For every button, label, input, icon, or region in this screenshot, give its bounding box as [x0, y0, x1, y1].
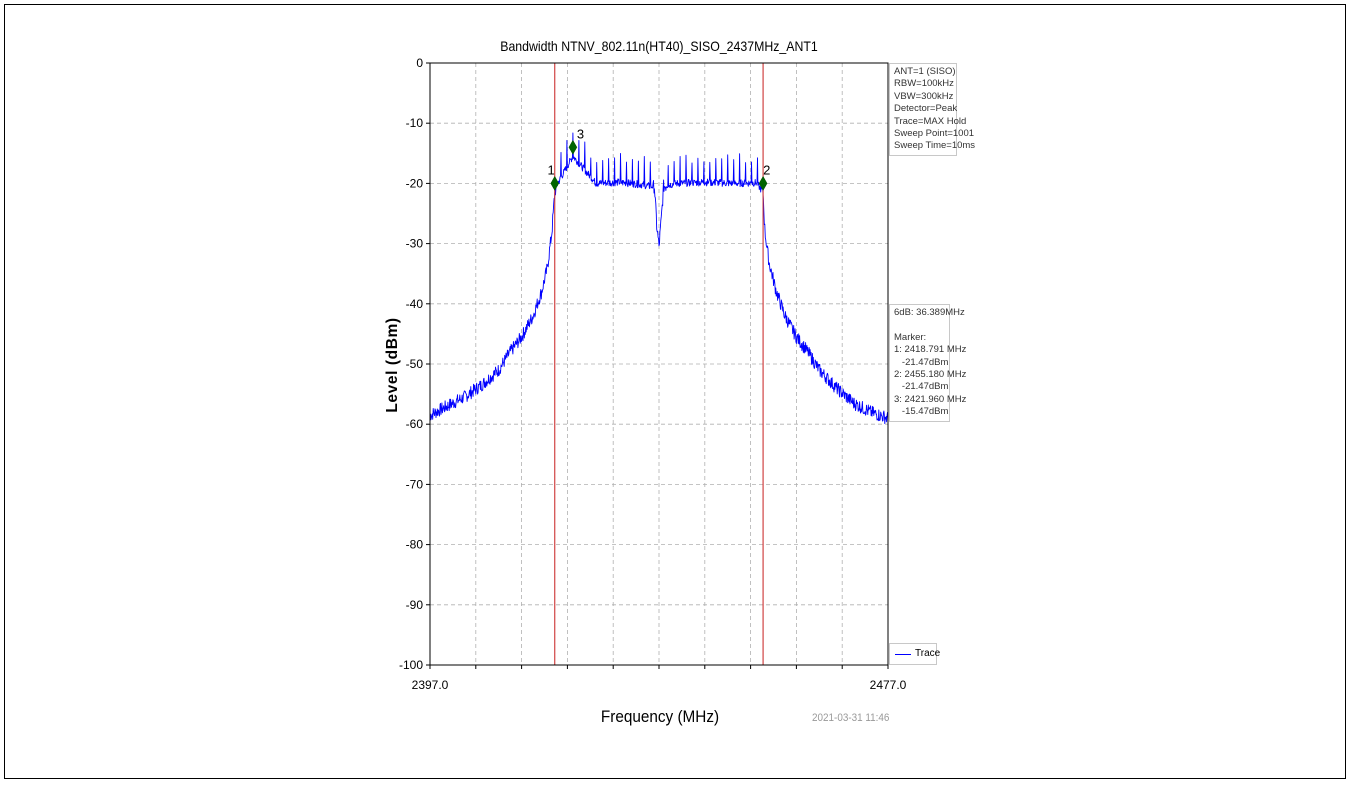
- results-line: Marker:: [894, 331, 927, 343]
- settings-line: VBW=300kHz: [894, 90, 954, 102]
- timestamp: 2021-03-31 11:46: [812, 712, 890, 724]
- trace-series-line: [429, 132, 889, 425]
- marker-2-diamond: [758, 175, 768, 191]
- marker-2-label: 2: [763, 162, 770, 177]
- y-tick-label: -100: [399, 658, 423, 672]
- marker-3-label: 3: [577, 126, 584, 141]
- results-line: -21.47dBm: [894, 381, 949, 393]
- y-tick-label: -70: [406, 477, 424, 491]
- x-tick-label: 2477.0: [870, 678, 907, 692]
- y-tick-label: -40: [406, 297, 424, 311]
- y-tick-label: -20: [406, 176, 424, 190]
- results-panel: 6dB: 36.389MHz Marker: 1: 2418.791 MHz -2…: [889, 304, 967, 422]
- y-tick-label: -50: [406, 357, 424, 371]
- y-tick-label: -10: [406, 116, 424, 130]
- results-line: 2: 2455.180 MHz: [894, 369, 967, 381]
- outer-frame: [4, 4, 1346, 779]
- y-axis-label: Level (dBm): [384, 317, 401, 413]
- y-tick-label: -80: [406, 538, 424, 552]
- settings-line: Sweep Point=1001: [894, 128, 975, 140]
- legend-trace-swatch: [895, 654, 911, 655]
- y-tick-label: -60: [406, 417, 424, 431]
- chart-title: Bandwidth NTNV_802.11n(HT40)_SISO_2437MH…: [500, 38, 818, 54]
- results-line: -21.47dBm: [894, 356, 949, 368]
- settings-line: RBW=100kHz: [894, 78, 954, 90]
- x-axis-label: Frequency (MHz): [600, 707, 720, 726]
- settings-line: Sweep Time=10ms: [894, 140, 976, 152]
- results-line: 3: 2421.960 MHz: [894, 393, 967, 405]
- settings-panel: ANT=1 (SISO) RBW=100kHz VBW=300kHz Detector…: [889, 63, 976, 156]
- y-tick-label: -90: [406, 598, 424, 612]
- axes-border: [429, 62, 889, 666]
- settings-line: ANT=1 (SISO): [894, 66, 956, 77]
- y-tick-label: 0: [416, 56, 423, 70]
- legend-trace-label: Trace: [915, 648, 941, 659]
- marker-1-diamond: [550, 175, 560, 191]
- results-line: 1: 2418.791 MHz: [894, 344, 967, 356]
- x-tick-label: 2397.0: [412, 678, 449, 692]
- legend: Trace: [889, 643, 941, 665]
- marker-1-label: 1: [548, 162, 555, 177]
- marker-3-diamond: [568, 139, 578, 155]
- settings-line: Detector=Peak: [894, 103, 958, 115]
- results-line: [894, 319, 945, 331]
- y-tick-label: -30: [406, 237, 424, 251]
- settings-line: Trace=MAX Hold: [894, 115, 967, 127]
- results-line: -15.47dBm: [894, 406, 949, 418]
- results-line: 6dB: 36.389MHz: [894, 307, 965, 318]
